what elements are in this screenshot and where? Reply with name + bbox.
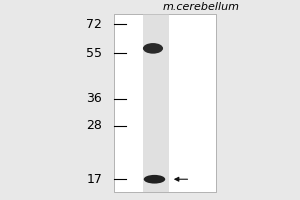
Ellipse shape [143, 43, 163, 54]
Text: 55: 55 [86, 47, 102, 60]
Text: 28: 28 [86, 119, 102, 132]
Text: 17: 17 [86, 173, 102, 186]
Text: m.cerebellum: m.cerebellum [162, 2, 239, 12]
Bar [142, 14, 170, 192]
Text: 36: 36 [86, 92, 102, 105]
Ellipse shape [144, 175, 165, 184]
Bar [114, 14, 216, 192]
Text: 72: 72 [86, 18, 102, 31]
